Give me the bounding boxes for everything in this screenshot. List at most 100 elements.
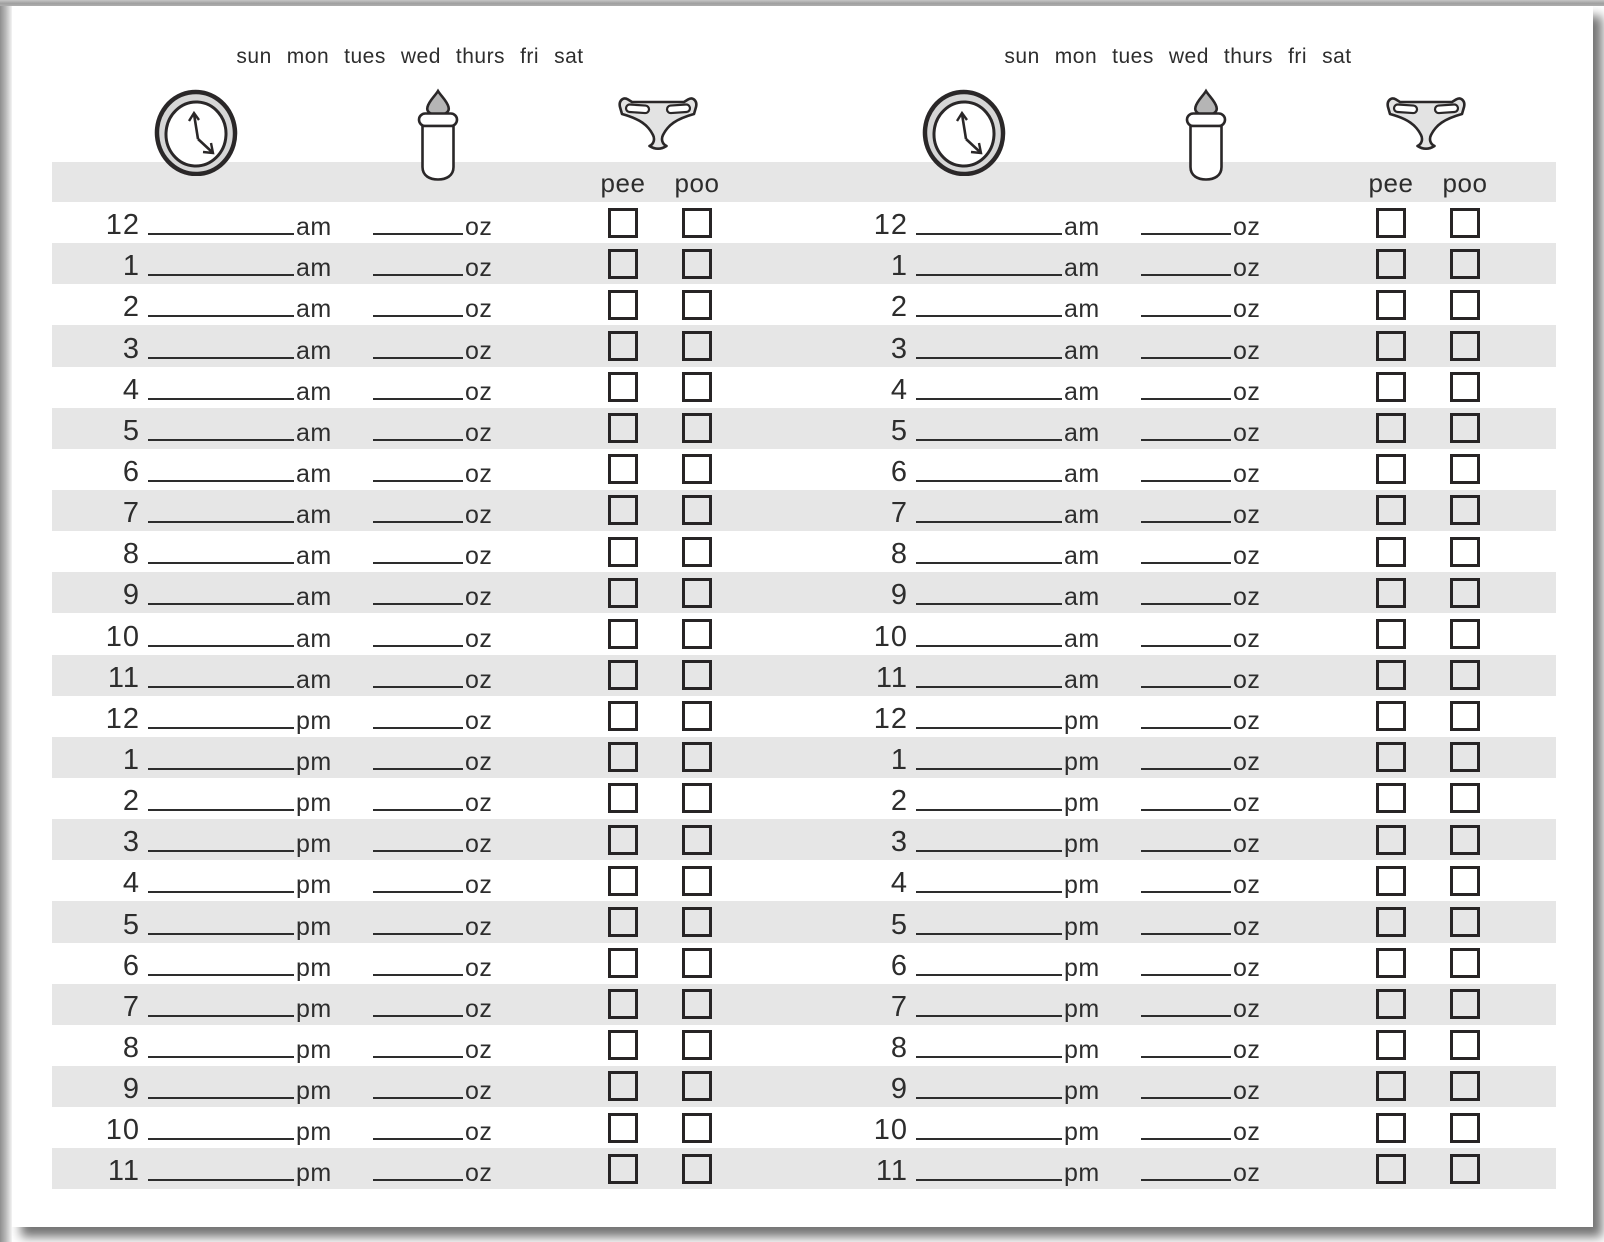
poo-checkbox[interactable] — [1450, 742, 1480, 773]
time-blank-line[interactable] — [148, 973, 294, 976]
time-blank-line[interactable] — [916, 438, 1062, 441]
poo-checkbox[interactable] — [1450, 248, 1480, 279]
oz-blank-line[interactable] — [373, 767, 463, 770]
time-blank-line[interactable] — [148, 1179, 294, 1182]
pee-checkbox[interactable] — [608, 330, 638, 361]
oz-blank-line[interactable] — [373, 356, 463, 359]
pee-checkbox[interactable] — [608, 248, 638, 279]
time-blank-line[interactable] — [148, 274, 294, 277]
poo-checkbox[interactable] — [682, 1153, 712, 1184]
pee-checkbox[interactable] — [608, 824, 638, 855]
oz-blank-line[interactable] — [1141, 1097, 1231, 1100]
poo-checkbox[interactable] — [682, 413, 712, 444]
time-blank-line[interactable] — [916, 891, 1062, 894]
time-blank-line[interactable] — [148, 315, 294, 318]
time-blank-line[interactable] — [916, 479, 1062, 482]
poo-checkbox[interactable] — [1450, 207, 1480, 238]
oz-blank-line[interactable] — [373, 809, 463, 812]
poo-checkbox[interactable] — [682, 783, 712, 814]
poo-checkbox[interactable] — [1450, 783, 1480, 814]
pee-checkbox[interactable] — [1376, 248, 1406, 279]
pee-checkbox[interactable] — [608, 495, 638, 526]
oz-blank-line[interactable] — [373, 479, 463, 482]
oz-blank-line[interactable] — [373, 932, 463, 935]
time-blank-line[interactable] — [148, 603, 294, 606]
time-blank-line[interactable] — [148, 850, 294, 853]
pee-checkbox[interactable] — [1376, 1153, 1406, 1184]
pee-checkbox[interactable] — [608, 289, 638, 320]
time-blank-line[interactable] — [916, 644, 1062, 647]
poo-checkbox[interactable] — [1450, 577, 1480, 608]
poo-checkbox[interactable] — [682, 495, 712, 526]
time-blank-line[interactable] — [148, 1097, 294, 1100]
oz-blank-line[interactable] — [1141, 973, 1231, 976]
oz-blank-line[interactable] — [1141, 438, 1231, 441]
oz-blank-line[interactable] — [1141, 274, 1231, 277]
oz-blank-line[interactable] — [1141, 726, 1231, 729]
poo-checkbox[interactable] — [682, 577, 712, 608]
pee-checkbox[interactable] — [1376, 289, 1406, 320]
time-blank-line[interactable] — [148, 809, 294, 812]
oz-blank-line[interactable] — [373, 521, 463, 524]
pee-checkbox[interactable] — [608, 660, 638, 691]
time-blank-line[interactable] — [916, 315, 1062, 318]
time-blank-line[interactable] — [148, 521, 294, 524]
poo-checkbox[interactable] — [1450, 495, 1480, 526]
poo-checkbox[interactable] — [682, 742, 712, 773]
pee-checkbox[interactable] — [608, 1112, 638, 1143]
poo-checkbox[interactable] — [682, 989, 712, 1020]
pee-checkbox[interactable] — [608, 1071, 638, 1102]
oz-blank-line[interactable] — [373, 850, 463, 853]
poo-checkbox[interactable] — [682, 289, 712, 320]
time-blank-line[interactable] — [916, 932, 1062, 935]
time-blank-line[interactable] — [916, 1055, 1062, 1058]
pee-checkbox[interactable] — [608, 742, 638, 773]
oz-blank-line[interactable] — [1141, 809, 1231, 812]
poo-checkbox[interactable] — [1450, 413, 1480, 444]
time-blank-line[interactable] — [916, 767, 1062, 770]
poo-checkbox[interactable] — [682, 1071, 712, 1102]
time-blank-line[interactable] — [148, 1014, 294, 1017]
poo-checkbox[interactable] — [682, 824, 712, 855]
oz-blank-line[interactable] — [373, 891, 463, 894]
poo-checkbox[interactable] — [1450, 618, 1480, 649]
pee-checkbox[interactable] — [1376, 865, 1406, 896]
oz-blank-line[interactable] — [1141, 562, 1231, 565]
poo-checkbox[interactable] — [682, 906, 712, 937]
oz-blank-line[interactable] — [1141, 1014, 1231, 1017]
time-blank-line[interactable] — [148, 767, 294, 770]
pee-checkbox[interactable] — [608, 618, 638, 649]
time-blank-line[interactable] — [148, 891, 294, 894]
pee-checkbox[interactable] — [608, 1030, 638, 1061]
poo-checkbox[interactable] — [1450, 289, 1480, 320]
poo-checkbox[interactable] — [1450, 454, 1480, 485]
pee-checkbox[interactable] — [1376, 577, 1406, 608]
time-blank-line[interactable] — [148, 479, 294, 482]
oz-blank-line[interactable] — [373, 274, 463, 277]
oz-blank-line[interactable] — [1141, 356, 1231, 359]
time-blank-line[interactable] — [148, 397, 294, 400]
oz-blank-line[interactable] — [1141, 397, 1231, 400]
poo-checkbox[interactable] — [1450, 824, 1480, 855]
time-blank-line[interactable] — [916, 685, 1062, 688]
time-blank-line[interactable] — [148, 1055, 294, 1058]
time-blank-line[interactable] — [916, 973, 1062, 976]
time-blank-line[interactable] — [148, 644, 294, 647]
poo-checkbox[interactable] — [1450, 865, 1480, 896]
oz-blank-line[interactable] — [373, 562, 463, 565]
poo-checkbox[interactable] — [682, 536, 712, 567]
time-blank-line[interactable] — [148, 233, 294, 236]
poo-checkbox[interactable] — [1450, 536, 1480, 567]
pee-checkbox[interactable] — [608, 948, 638, 979]
oz-blank-line[interactable] — [373, 685, 463, 688]
oz-blank-line[interactable] — [1141, 1055, 1231, 1058]
time-blank-line[interactable] — [148, 932, 294, 935]
pee-checkbox[interactable] — [608, 783, 638, 814]
oz-blank-line[interactable] — [1141, 767, 1231, 770]
poo-checkbox[interactable] — [682, 207, 712, 238]
time-blank-line[interactable] — [916, 1097, 1062, 1100]
oz-blank-line[interactable] — [1141, 603, 1231, 606]
time-blank-line[interactable] — [148, 356, 294, 359]
poo-checkbox[interactable] — [682, 1112, 712, 1143]
oz-blank-line[interactable] — [1141, 932, 1231, 935]
